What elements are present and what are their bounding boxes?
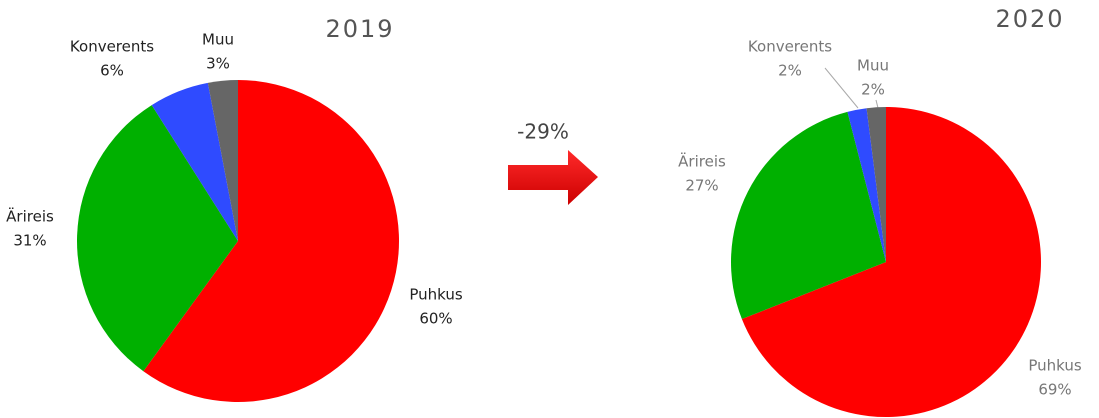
leader-line <box>875 99 879 109</box>
slice-value-label: 60% <box>419 310 452 328</box>
leader-line <box>824 67 859 109</box>
slice-label: Konverents <box>748 38 832 56</box>
chart-title: 2019 <box>325 15 394 43</box>
slice-label: Muu <box>857 57 889 75</box>
slice-value-label: 3% <box>206 55 230 73</box>
arrow <box>508 150 598 205</box>
slice-value-label: 6% <box>100 62 124 80</box>
annotation: -29% <box>517 120 569 144</box>
slice-value-label: 2% <box>861 81 885 99</box>
slice-value-label: 31% <box>13 232 46 250</box>
slice-label: Konverents <box>70 38 154 56</box>
slice-label: Puhkus <box>1028 357 1082 375</box>
slice-label: Puhkus <box>409 286 463 304</box>
pie-slice <box>207 80 238 241</box>
pie-slice <box>866 107 886 262</box>
slice-value-label: 2% <box>778 62 802 80</box>
pie-slice <box>151 82 238 242</box>
pie-slice <box>741 107 1041 417</box>
chart-title: 2020 <box>995 5 1064 33</box>
slice-value-label: 27% <box>685 177 718 195</box>
pie-slice <box>847 108 886 262</box>
slice-value-label: 69% <box>1038 381 1071 399</box>
slice-label: Ärireis <box>678 152 726 171</box>
pie-slice <box>76 105 239 372</box>
pie-slice <box>143 80 399 402</box>
slice-label: Muu <box>202 31 234 49</box>
slice-label: Ärireis <box>6 207 54 226</box>
pie-slice <box>731 111 886 320</box>
